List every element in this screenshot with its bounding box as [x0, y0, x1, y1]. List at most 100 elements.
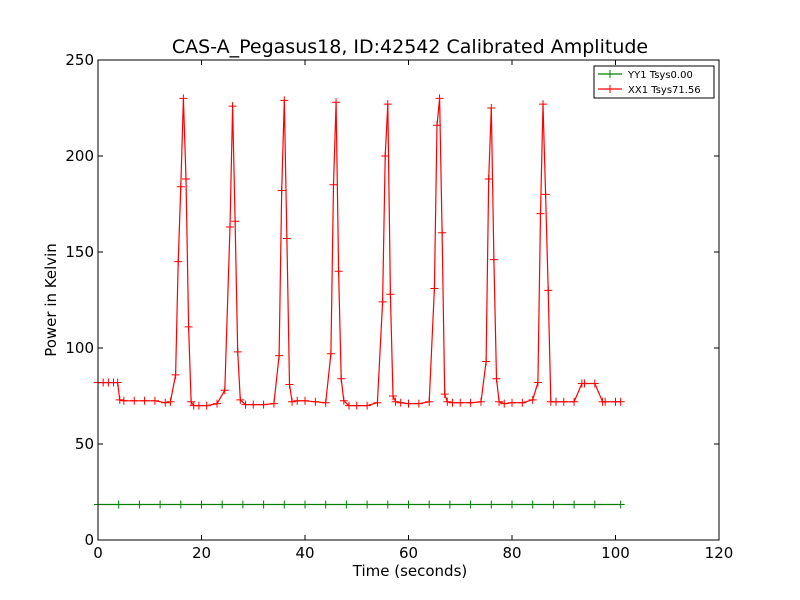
- data-point: [404, 399, 413, 408]
- x-tick-label: 100: [601, 544, 630, 562]
- data-point: [202, 401, 211, 410]
- data-point: [282, 234, 291, 243]
- data-point: [601, 397, 610, 406]
- data-point: [140, 396, 149, 405]
- data-point: [430, 284, 439, 293]
- legend-box: [593, 65, 715, 99]
- data-point: [559, 397, 568, 406]
- data-point: [321, 398, 330, 407]
- data-point: [373, 398, 382, 407]
- data-point: [181, 175, 190, 184]
- data-point: [518, 398, 527, 407]
- data-point: [166, 397, 175, 406]
- data-point: [541, 190, 550, 199]
- data-point: [448, 398, 457, 407]
- data-point: [386, 290, 395, 299]
- data-point: [176, 182, 185, 191]
- data-point: [544, 286, 553, 295]
- data-point: [344, 401, 353, 410]
- data-point: [228, 102, 237, 111]
- data-point: [435, 94, 444, 103]
- data-point: [378, 297, 387, 306]
- data-point: [500, 399, 509, 408]
- data-point: [440, 390, 449, 399]
- data-point: [130, 396, 139, 405]
- y-tick-label: 0: [84, 531, 94, 549]
- data-point: [332, 98, 341, 107]
- data-point: [590, 500, 599, 509]
- data-point: [443, 397, 452, 406]
- data-point: [269, 399, 278, 408]
- data-point: [489, 255, 498, 264]
- series-1: [94, 94, 625, 410]
- data-point: [381, 152, 390, 160]
- plot-area: [94, 94, 625, 509]
- data-point: [487, 104, 496, 112]
- data-point: [329, 180, 338, 189]
- x-tick-label: 80: [502, 544, 521, 562]
- data-point: [466, 500, 475, 509]
- legend-marker: [606, 70, 614, 78]
- y-tick-label: 200: [65, 147, 94, 165]
- data-point: [293, 396, 302, 405]
- data-point: [383, 100, 392, 109]
- data-point: [528, 395, 537, 404]
- data-point: [616, 500, 625, 509]
- axes: 0 20 40 60 80 100 120 0 50 100 150 200 250: [65, 51, 733, 562]
- data-point: [580, 379, 589, 388]
- data-point: [135, 500, 144, 509]
- data-point: [551, 397, 560, 406]
- legend-label: XX1 Tsys71.56: [628, 85, 701, 96]
- data-point: [231, 217, 240, 226]
- data-point: [241, 400, 250, 409]
- x-tick-label: 120: [705, 544, 734, 562]
- data-point: [334, 267, 343, 276]
- data-point: [277, 186, 286, 195]
- data-point: [337, 374, 346, 383]
- data-point: [363, 500, 372, 509]
- data-point: [236, 395, 245, 404]
- data-point: [179, 94, 188, 103]
- data-point: [425, 500, 434, 509]
- chart-title: CAS-A_Pegasus18, ID:42542 Calibrated Amp…: [172, 36, 648, 58]
- x-tick-label: 0: [93, 544, 103, 562]
- data-point: [156, 500, 165, 509]
- data-point: [342, 500, 351, 509]
- data-point: [570, 397, 579, 406]
- data-point: [259, 400, 268, 409]
- legend-marker: [606, 85, 614, 93]
- data-point: [225, 223, 234, 232]
- data-point: [280, 500, 289, 509]
- y-tick-label: 250: [65, 51, 94, 69]
- data-point: [114, 500, 123, 509]
- data-point: [616, 397, 625, 406]
- data-point: [487, 500, 496, 509]
- data-point: [508, 398, 516, 407]
- data-point: [383, 500, 392, 509]
- data-point: [280, 96, 289, 105]
- data-point: [533, 378, 542, 387]
- x-axis-title: Time (seconds): [352, 562, 468, 580]
- data-point: [388, 392, 397, 400]
- data-point: [438, 228, 447, 237]
- data-point: [161, 398, 170, 407]
- data-point: [150, 396, 159, 405]
- data-point: [176, 500, 185, 509]
- data-point: [301, 500, 309, 509]
- data-point: [113, 378, 122, 387]
- legend: YY1 Tsys0.00 XX1 Tsys71.56: [593, 65, 715, 99]
- data-point: [425, 397, 434, 406]
- data-point: [339, 396, 348, 405]
- data-point: [321, 500, 330, 509]
- data-point: [301, 396, 309, 405]
- data-point: [233, 347, 242, 356]
- data-point: [492, 374, 501, 383]
- data-point: [352, 401, 361, 410]
- data-point: [275, 351, 284, 360]
- legend-label: YY1 Tsys0.00: [627, 70, 693, 81]
- data-point: [311, 397, 320, 406]
- data-point: [432, 121, 441, 130]
- y-axis-title: Power in Kelvin: [42, 243, 60, 357]
- data-point: [414, 399, 423, 408]
